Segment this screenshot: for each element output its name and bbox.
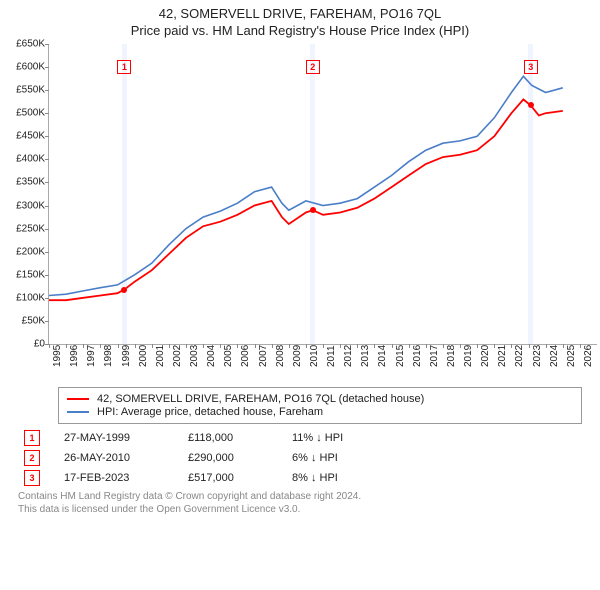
x-axis-label: 2022 (514, 345, 525, 367)
event-date: 27-MAY-1999 (64, 432, 164, 444)
plot-lines (49, 44, 597, 344)
x-axis-label: 2006 (240, 345, 251, 367)
y-axis-label: £350K (7, 177, 45, 188)
marker-box: 1 (117, 60, 131, 74)
x-axis-label: 2000 (138, 345, 149, 367)
marker-dot (121, 287, 127, 293)
chart-area: £0£50K£100K£150K£200K£250K£300K£350K£400… (48, 44, 597, 345)
x-axis-label: 1995 (52, 345, 63, 367)
legend-row: 42, SOMERVELL DRIVE, FAREHAM, PO16 7QL (… (67, 393, 573, 405)
x-axis-label: 1996 (69, 345, 80, 367)
x-axis-label: 2021 (497, 345, 508, 367)
y-axis-label: £150K (7, 269, 45, 280)
event-diff: 8% ↓ HPI (292, 472, 338, 484)
event-price: £517,000 (188, 472, 268, 484)
event-price: £290,000 (188, 452, 268, 464)
marker-dot (528, 102, 534, 108)
event-price: £118,000 (188, 432, 268, 444)
event-band (528, 44, 533, 344)
legend-swatch (67, 398, 89, 400)
y-axis-label: £50K (7, 315, 45, 326)
marker-dot (310, 207, 316, 213)
legend-row: HPI: Average price, detached house, Fare… (67, 406, 573, 418)
x-axis-label: 2026 (583, 345, 594, 367)
x-axis-label: 2011 (326, 345, 337, 367)
event-marker-icon: 1 (24, 430, 40, 446)
x-axis-label: 2005 (223, 345, 234, 367)
x-axis-label: 2016 (412, 345, 423, 367)
marker-box: 3 (524, 60, 538, 74)
footer-line: Contains HM Land Registry data © Crown c… (18, 490, 582, 503)
y-axis-label: £200K (7, 246, 45, 257)
y-axis-label: £100K (7, 292, 45, 303)
x-axis-label: 2002 (172, 345, 183, 367)
event-diff: 11% ↓ HPI (292, 432, 343, 444)
legend-swatch (67, 411, 89, 413)
y-axis-label: £0 (7, 339, 45, 350)
x-axis-label: 2024 (549, 345, 560, 367)
legend: 42, SOMERVELL DRIVE, FAREHAM, PO16 7QL (… (58, 387, 582, 424)
event-band (122, 44, 127, 344)
x-axis-label: 2025 (566, 345, 577, 367)
x-axis-label: 2013 (360, 345, 371, 367)
event-marker-icon: 2 (24, 450, 40, 466)
chart-title: 42, SOMERVELL DRIVE, FAREHAM, PO16 7QL (8, 6, 592, 21)
x-axis-label: 2009 (292, 345, 303, 367)
footer-note: Contains HM Land Registry data © Crown c… (18, 490, 582, 516)
x-axis-label: 2004 (206, 345, 217, 367)
x-axis-label: 2015 (395, 345, 406, 367)
x-axis-label: 2020 (480, 345, 491, 367)
x-axis-label: 2017 (429, 345, 440, 367)
event-row: 3 17-FEB-2023 £517,000 8% ↓ HPI (18, 470, 582, 486)
event-band (310, 44, 315, 344)
event-date: 17-FEB-2023 (64, 472, 164, 484)
events-table: 1 27-MAY-1999 £118,000 11% ↓ HPI 2 26-MAY-201… (18, 430, 582, 486)
event-marker-icon: 3 (24, 470, 40, 486)
marker-box: 2 (306, 60, 320, 74)
y-axis-label: £450K (7, 131, 45, 142)
event-row: 1 27-MAY-1999 £118,000 11% ↓ HPI (18, 430, 582, 446)
x-axis-label: 2023 (532, 345, 543, 367)
x-axis-label: 2012 (343, 345, 354, 367)
x-axis-label: 1999 (121, 345, 132, 367)
x-axis-label: 2018 (446, 345, 457, 367)
y-axis-label: £250K (7, 223, 45, 234)
x-axis-label: 2003 (189, 345, 200, 367)
legend-label: 42, SOMERVELL DRIVE, FAREHAM, PO16 7QL (… (97, 393, 424, 405)
legend-label: HPI: Average price, detached house, Fare… (97, 406, 323, 418)
y-axis-label: £300K (7, 200, 45, 211)
footer-line: This data is licensed under the Open Gov… (18, 503, 582, 516)
event-row: 2 26-MAY-2010 £290,000 6% ↓ HPI (18, 450, 582, 466)
event-diff: 6% ↓ HPI (292, 452, 338, 464)
x-axis-label: 2014 (377, 345, 388, 367)
event-date: 26-MAY-2010 (64, 452, 164, 464)
x-axis-label: 2010 (309, 345, 320, 367)
x-axis-label: 2019 (463, 345, 474, 367)
x-axis-label: 2008 (275, 345, 286, 367)
y-axis-label: £650K (7, 39, 45, 50)
chart-subtitle: Price paid vs. HM Land Registry's House … (8, 23, 592, 38)
x-axis-label: 1998 (103, 345, 114, 367)
y-axis-label: £400K (7, 154, 45, 165)
y-axis-label: £500K (7, 108, 45, 119)
y-axis-label: £550K (7, 85, 45, 96)
y-axis-label: £600K (7, 62, 45, 73)
x-axis-label: 1997 (86, 345, 97, 367)
x-axis-label: 2007 (258, 345, 269, 367)
x-axis-label: 2001 (155, 345, 166, 367)
